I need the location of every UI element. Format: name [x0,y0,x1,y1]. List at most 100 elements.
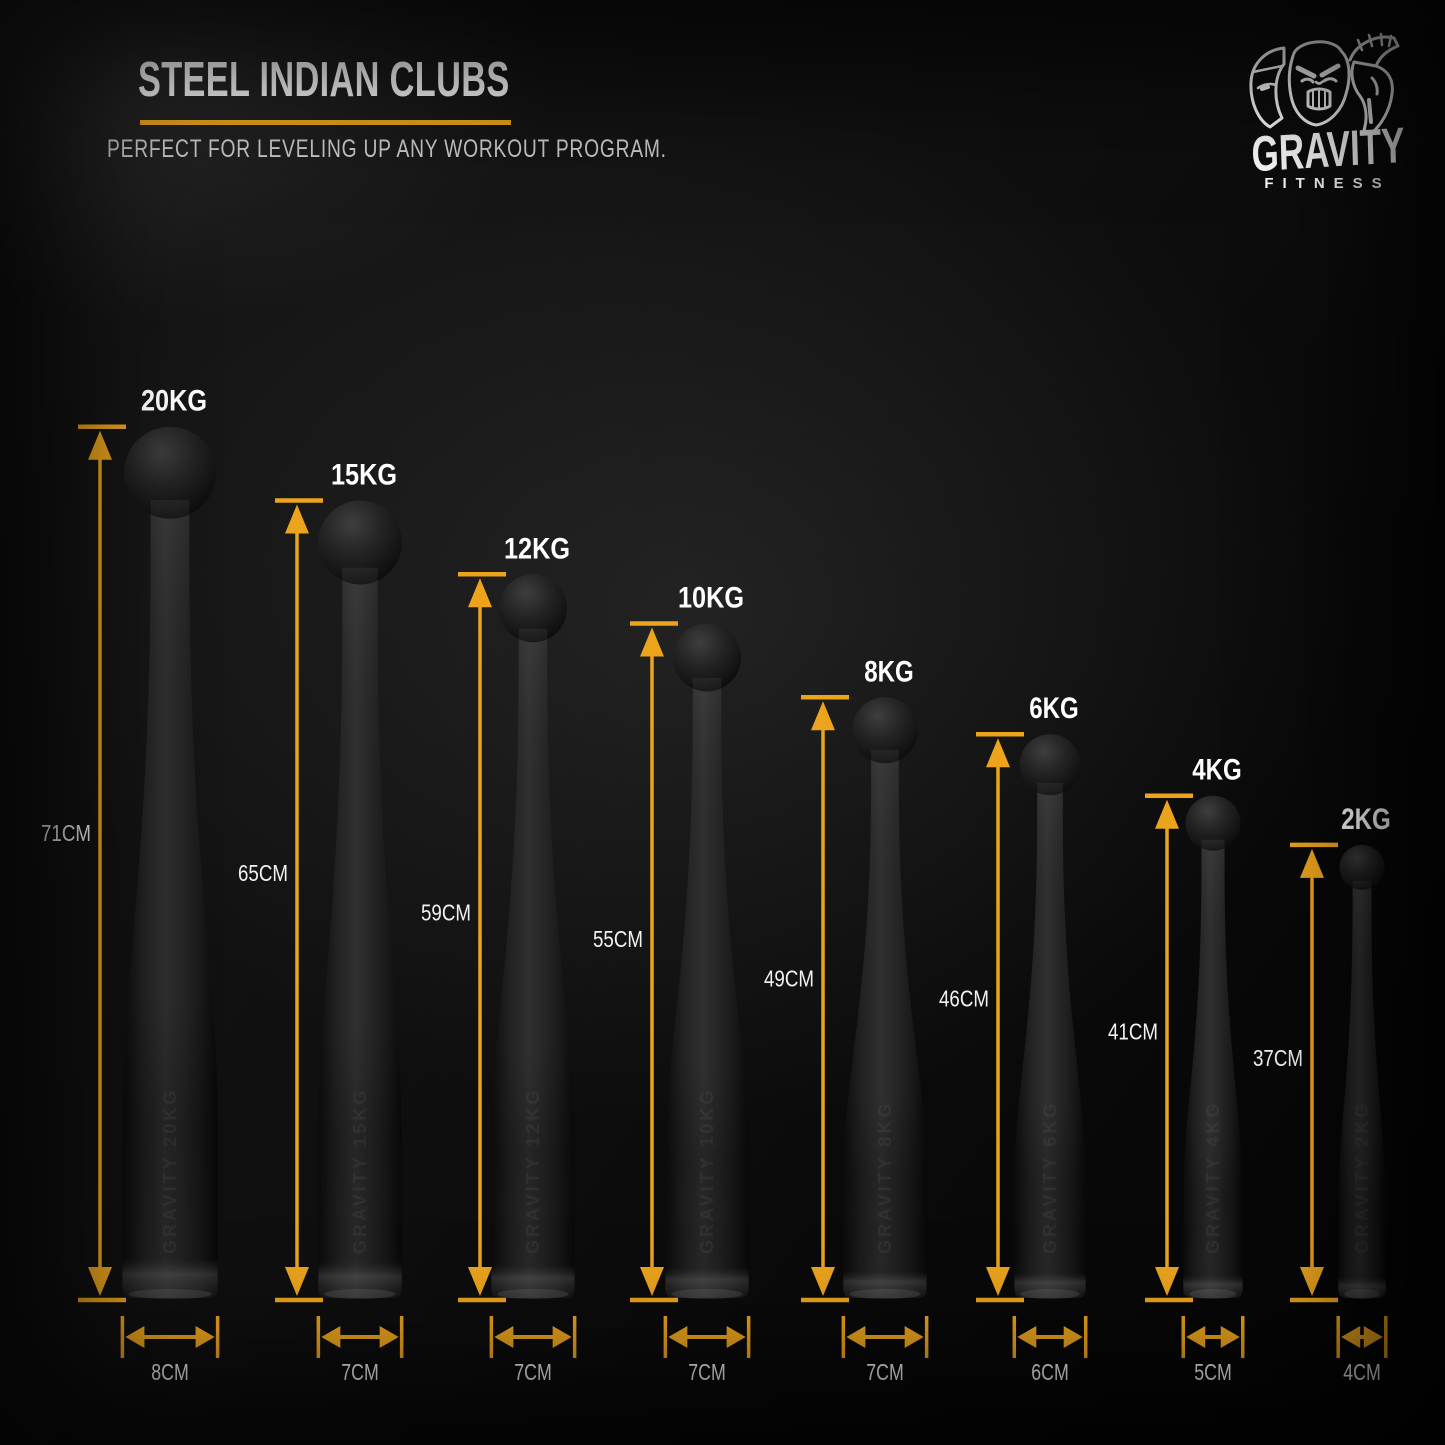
weight-label: 6KG [1029,692,1079,725]
height-arrow-down-head [640,1267,664,1296]
width-label: 8CM [151,1359,189,1385]
width-label: 7CM [341,1359,379,1385]
height-arrow-55cm [630,621,678,1303]
height-arrow-46cm [976,731,1024,1303]
height-label: 71CM [41,820,91,846]
height-label: 65CM [238,860,288,886]
height-arrow-down-head [468,1267,492,1296]
width-label: 4CM [1343,1359,1381,1385]
height-arrow-up-head [468,578,492,608]
club-body-shading [1014,783,1086,1298]
club-group-6kg: GRAVITY 6KG 6KG 46CM 6CM [939,692,1088,1385]
weight-label: 10KG [678,582,744,615]
club-body-shading [318,567,402,1298]
club-group-15kg: GRAVITY 15KG 15KG 65CM 7CM [238,459,404,1385]
club-knob [1339,844,1385,890]
width-label: 7CM [688,1359,726,1385]
height-arrow-down-head [1300,1267,1324,1296]
height-arrow-up-head [1155,799,1179,829]
club-engraving: GRAVITY 12KG [523,1088,543,1254]
width-arrow-right-head [726,1326,746,1348]
height-arrow-down-head [1155,1267,1179,1296]
width-arrow-right-head [195,1326,215,1348]
weight-label: 12KG [504,532,570,565]
club-knob [318,500,402,585]
three-warrior-masks-icon [1249,32,1400,136]
club-group-12kg: GRAVITY 12KG 12KG 59CM 7CM [421,532,577,1385]
page-title: STEEL INDIAN CLUBS [138,53,510,107]
weight-label: 4KG [1192,754,1242,787]
height-arrow-down-head [88,1267,112,1296]
height-arrow-down-head [986,1267,1010,1296]
club-knob [499,574,567,643]
club-group-2kg: GRAVITY 2KG 2KG 37CM 4CM [1253,803,1391,1385]
weight-label: 2KG [1341,803,1391,836]
weight-label: 20KG [141,385,207,418]
width-arrow-left-head [125,1326,145,1348]
width-arrow-right-head [1363,1326,1383,1348]
width-label: 7CM [514,1359,552,1385]
height-label: 59CM [421,900,471,926]
width-arrow-right-head [379,1326,399,1348]
height-label: 46CM [939,986,989,1012]
width-label: 5CM [1194,1359,1232,1385]
width-arrow-7cm [841,1316,929,1358]
club-group-4kg: GRAVITY 4KG 4KG 41CM 5CM [1108,754,1245,1385]
height-arrow-down-head [285,1267,309,1296]
width-arrow-7cm [663,1316,751,1358]
weight-label: 15KG [331,459,397,492]
height-arrow-up-head [285,504,309,534]
club-bottom-rim [324,1289,396,1299]
width-arrow-left-head [668,1326,688,1348]
club-engraving: GRAVITY 10KG [697,1088,717,1254]
club-knob [852,697,918,764]
width-arrow-7cm [316,1316,404,1358]
height-label: 41CM [1108,1019,1158,1045]
height-arrow-71cm [78,424,126,1303]
club-bottom-rim [1020,1289,1080,1299]
width-arrow-left-head [1186,1326,1206,1348]
club-group-10kg: GRAVITY 10KG 10KG 55CM 7CM [593,582,751,1385]
title-underline [140,120,511,125]
width-arrow-right-head [904,1326,924,1348]
brand-subname: FITNESS [1264,175,1391,192]
club-engraving: GRAVITY 4KG [1203,1101,1223,1254]
club-bottom-rim [497,1289,569,1299]
club-body-shading [665,677,749,1298]
width-arrow-left-head [1341,1326,1361,1348]
club-engraving: GRAVITY 20KG [160,1088,180,1254]
club-engraving: GRAVITY 15KG [350,1088,370,1254]
club-bottom-rim [1344,1289,1380,1299]
brand-logo: GRAVITY FITNESS [1236,24,1410,214]
width-label: 7CM [866,1359,904,1385]
club-group-8kg: GRAVITY 8KG 8KG 49CM 7CM [764,655,929,1385]
club-knob [1019,734,1081,796]
width-arrow-5cm [1181,1316,1245,1358]
width-arrow-right-head [1063,1326,1083,1348]
height-arrow-37cm [1290,842,1338,1303]
width-arrow-4cm [1336,1316,1388,1358]
page-subtitle: PERFECT FOR LEVELING UP ANY WORKOUT PROG… [107,135,667,163]
height-arrow-down-head [811,1267,835,1296]
width-arrow-left-head [321,1326,341,1348]
club-body-shading [1183,839,1243,1298]
club-body-shading [491,628,575,1298]
width-arrow-left-head [846,1326,866,1348]
height-arrow-up-head [811,701,835,731]
club-bottom-rim [849,1289,921,1299]
club-body-shading [843,750,927,1298]
height-arrow-41cm [1145,793,1193,1303]
height-arrow-up-head [986,738,1010,768]
club-knob [1185,795,1241,851]
club-knob [673,623,741,692]
height-label: 49CM [764,966,814,992]
club-bottom-rim [1189,1289,1237,1299]
height-arrow-65cm [275,498,323,1303]
club-group-20kg: GRAVITY 20KG 20KG 71CM 8CM [41,385,220,1385]
height-arrow-up-head [640,627,664,657]
club-bottom-rim [128,1289,212,1299]
club-body-shading [1338,880,1386,1298]
width-arrow-8cm [120,1316,220,1358]
